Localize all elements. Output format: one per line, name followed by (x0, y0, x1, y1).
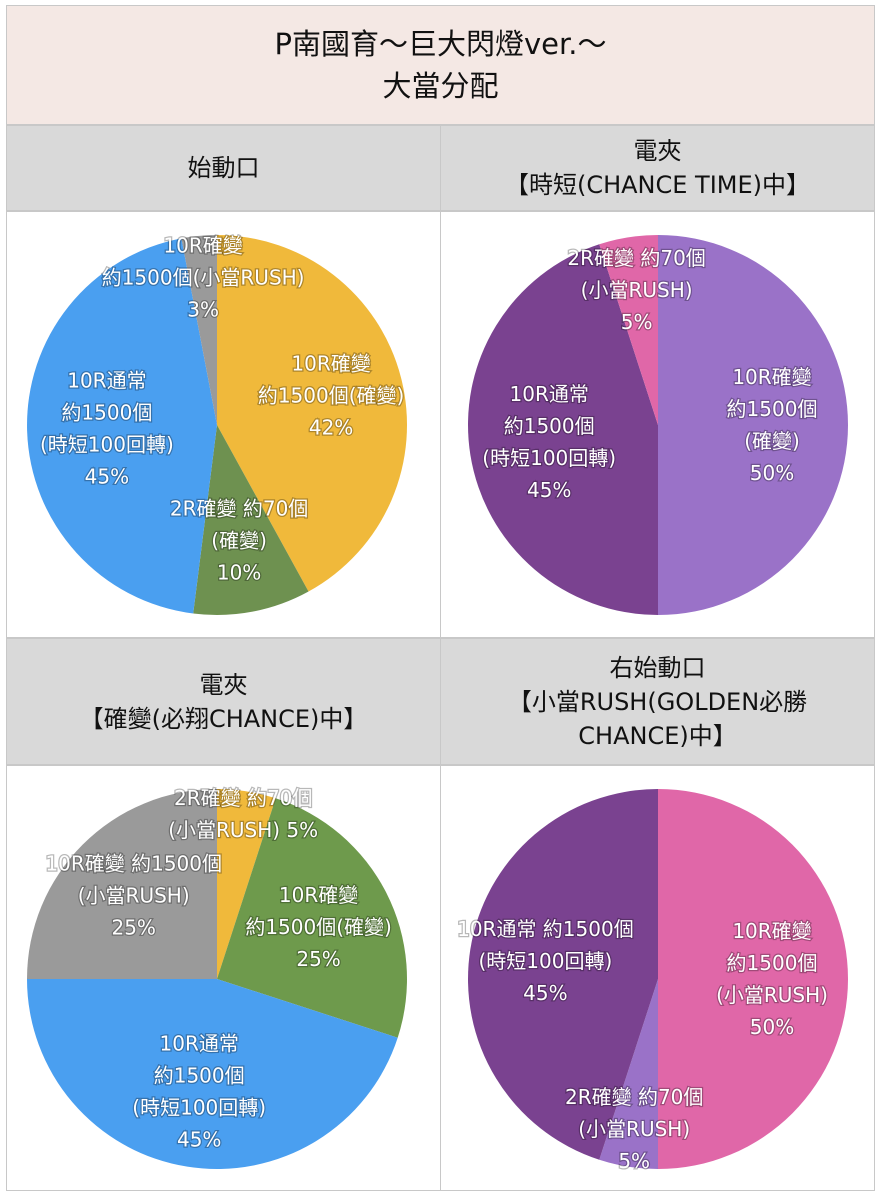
pie-4-slice-3-label-line-2: (時短100回轉) (479, 949, 613, 973)
pie-3-slice-3-label-line-3: (時短100回轉) (132, 1096, 266, 1120)
pie-1-slice-3-label-line-3: (時短100回轉) (40, 433, 174, 457)
pie-1-slice-1-label: 10R確變約1500個(確變) 42% (258, 352, 405, 440)
pie-chart-1: 10R確變約1500個(確變) 42%2R確變 約70個(確變) 10%10R通常約… (27, 232, 407, 615)
pie-2-slice-1-label-line-4: 50% (750, 461, 794, 485)
pie-2-slice-2-label-line-3: (時短100回轉) (482, 446, 616, 470)
pie-2-slice-3-label-line-2: (小當RUSH) (581, 278, 693, 302)
pie-1-slice-3-label-line-1: 10R通常 (67, 369, 146, 393)
pie-3-slice-4-label-line-2: (小當RUSH) (78, 884, 190, 908)
panel-heading-1: 始動口 (6, 125, 441, 211)
pie-3-slice-2 (217, 798, 407, 1038)
pie-1-slice-4-label-line-2: 約1500個(小當RUSH) (102, 266, 305, 290)
pie-3-slice-3-label-line-4: 45% (177, 1128, 221, 1152)
pie-3-slice-2-label-line-2: 約1500個(確變) (245, 915, 392, 939)
pie-4-slice-2-label-line-2: (小當RUSH) (578, 1117, 690, 1141)
pie-4-slice-3-label-line-1: 10R通常 約1500個 (457, 917, 634, 941)
page-subtitle: 大當分配 (382, 69, 499, 103)
pie-4-slice-1 (658, 789, 848, 1169)
pie-2-slice-3-label-line-1: 2R確變 約70個 (567, 246, 705, 270)
panel-heading-4-line-1: 右始動口 (609, 653, 706, 682)
pie-4-slice-2-label: 2R確變 約70個 (小當RUSH) 5% (565, 1085, 703, 1173)
pie-4-slice-2-label-line-1: 2R確變 約70個 (565, 1085, 703, 1109)
panel-heading-3-line-2: 【確變(必翔CHANCE)中】 (79, 704, 368, 733)
pie-1-slice-3-label-line-4: 45% (85, 465, 129, 489)
pie-1-slice-1-label-line-1: 10R確變 (291, 352, 370, 376)
panel-heading-4-line-2: 【小當RUSH(GOLDEN必勝 (507, 687, 808, 716)
pie-1-slice-3-label-line-2: 約1500個 (61, 401, 152, 425)
pie-1-slice-1 (217, 235, 407, 592)
pie-1-slice-2-label-line-1: 2R確變 約70個 (170, 497, 308, 521)
pie-4-slice-3-label: 10R通常 約1500個 (時短100回轉) 45% (457, 917, 634, 1005)
panel-heading-4: 右始動口 【小當RUSH(GOLDEN必勝 CHANCE)中】 (440, 638, 875, 765)
pie-1-slice-3-label: 10R通常約1500個 (時短100回轉) 45% (40, 369, 174, 489)
pie-3-slice-2-label-line-1: 10R確變 (279, 883, 358, 907)
pie-1-slice-4-label-line-3: 3% (187, 298, 219, 322)
pie-3-slice-2-label: 10R確變約1500個(確變) 25% (245, 883, 392, 971)
pie-3-slice-3-label: 10R通常約1500個 (時短100回轉) 45% (132, 1032, 266, 1152)
pie-2-slice-3-label: 2R確變 約70個 (小當RUSH) 5% (567, 246, 705, 334)
pie-2-slice-3 (599, 235, 658, 425)
pie-1-slice-1-label-line-2: 約1500個(確變) (258, 384, 405, 408)
pie-2-slice-2-label-line-4: 45% (527, 478, 571, 502)
pie-1-slice-2-label-line-3: 10% (217, 561, 261, 585)
panel-heading-3: 電夾 【確變(必翔CHANCE)中】 (6, 638, 441, 765)
pie-2-slice-1 (658, 235, 848, 615)
panel-heading-2: 電夾 【時短(CHANCE TIME)中】 (440, 125, 875, 211)
pie-1-slice-4-label: 10R確變約1500個(小當RUSH) 3% (102, 234, 305, 322)
panel-heading-1-line-1: 始動口 (187, 154, 260, 182)
pie-3-slice-3-label-line-2: 約1500個 (154, 1064, 245, 1088)
pie-2-slice-3-label-line-3: 5% (621, 310, 653, 334)
pie-1-slice-3 (27, 238, 217, 614)
pie-chart-4: 10R確變約1500個 (小當RUSH) 50% 2R確變 約70個 (小當RUSH) 5… (456, 789, 848, 1174)
pie-3-slice-4 (27, 789, 217, 979)
pie-3-slice-1-label: 2R確變 約70個 (小當RUSH) 5% (168, 786, 318, 842)
pie-3-slice-3-label-line-1: 10R通常 (160, 1032, 239, 1056)
pie-4-slice-2-label-line-3: 5% (618, 1149, 650, 1173)
pie-1-slice-2-label: 2R確變 約70個 (確變) 10% (170, 497, 308, 585)
page-title: P南國育～巨大閃燈ver.～ (274, 27, 607, 61)
pie-1-slice-4-label-line-1: 10R確變 (163, 234, 242, 258)
pie-chart-3: 2R確變 約70個(小當RUSH) 5%10R確變約1500個(確變) 25%10… (27, 785, 407, 1169)
pie-3-slice-4-label: 10R確變 約1500個 (小當RUSH) 25% (45, 852, 222, 940)
pie-4-slice-1-label-line-1: 10R確變 (732, 919, 811, 943)
panel-heading-2-line-1: 電夾 (633, 137, 682, 165)
pie-3-slice-1 (217, 789, 276, 979)
pie-chart-2: 10R確變約1500個 (確變) 50% 10R通常約1500個 (時短100回轉) 45… (468, 235, 848, 616)
pie-2-slice-1-label-line-3: (確變) (744, 429, 800, 453)
pie-2-slice-1-label: 10R確變約1500個 (確變) 50% (727, 365, 818, 485)
pie-1-slice-2-label-line-2: (確變) (211, 529, 267, 553)
panel-heading-2-line-2: 【時短(CHANCE TIME)中】 (504, 171, 811, 199)
pie-1-slice-1-label-line-3: 42% (309, 416, 353, 440)
pie-3-slice-4-label-line-1: 10R確變 約1500個 (45, 852, 222, 876)
panel-heading-4-line-3: CHANCE)中】 (578, 721, 737, 750)
pie-1-slice-2 (193, 425, 309, 615)
pie-3-slice-4-label-line-3: 25% (111, 916, 155, 940)
pie-2-slice-2-label-line-1: 10R通常 (510, 382, 589, 406)
pie-4-slice-1-label-line-2: 約1500個 (727, 951, 818, 975)
pie-2-slice-2-label: 10R通常約1500個 (時短100回轉) 45% (482, 382, 616, 502)
pie-2-slice-2-label-line-2: 約1500個 (504, 414, 595, 438)
pie-4-slice-1-label-line-3: (小當RUSH) (716, 983, 828, 1007)
pie-4-slice-1-label-line-4: 50% (750, 1015, 794, 1039)
pie-3-slice-1-label-line-2: (小當RUSH) 5% (168, 818, 318, 842)
pie-4-slice-1-label: 10R確變約1500個 (小當RUSH) 50% (716, 919, 828, 1039)
pie-3-slice-1-label-line-1: 2R確變 約70個 (174, 786, 312, 810)
pie-4-slice-3 (468, 789, 658, 1160)
panel-heading-3-line-1: 電夾 (199, 670, 248, 699)
pie-4-slice-3-label-line-3: 45% (523, 981, 567, 1005)
pie-3-slice-3 (27, 979, 398, 1169)
pie-1-slice-4 (181, 235, 217, 425)
pie-2-slice-2 (468, 244, 658, 616)
pie-3-slice-2-label-line-3: 25% (296, 947, 340, 971)
pie-4-slice-2 (599, 979, 658, 1169)
title-bar: P南國育～巨大閃燈ver.～ 大當分配 (6, 5, 875, 125)
pie-2-slice-1-label-line-1: 10R確變 (732, 365, 811, 389)
pie-2-slice-1-label-line-2: 約1500個 (727, 397, 818, 421)
